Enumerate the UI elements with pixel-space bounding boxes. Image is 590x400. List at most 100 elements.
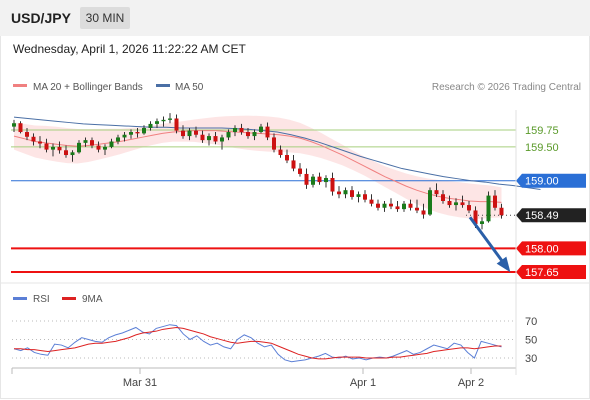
ma20-legend-label: MA 20 + Bollinger Bands xyxy=(33,82,143,93)
candle-body xyxy=(148,123,153,128)
candle-body xyxy=(265,126,270,138)
candle-body xyxy=(460,202,465,206)
level-tag-158.00 xyxy=(516,241,586,256)
candle-body xyxy=(434,190,439,195)
candle-body xyxy=(239,127,244,133)
x-tick-label: Mar 31 xyxy=(123,377,157,389)
candle-body xyxy=(77,142,81,153)
candles xyxy=(12,113,504,230)
candle-body xyxy=(447,201,452,206)
candle-body xyxy=(402,203,406,210)
level-label-159.75: 159.75 xyxy=(525,125,559,137)
candle-body xyxy=(350,190,354,197)
candle-body xyxy=(161,119,166,122)
key-levels xyxy=(11,129,516,273)
candle-body xyxy=(31,136,36,142)
level-labels: 159.75 159.50 159.00 158.49 158.00 157.65 xyxy=(516,125,586,279)
bollinger-band-area xyxy=(14,115,502,219)
candle-body xyxy=(194,130,198,135)
level-tag-157.65 xyxy=(516,265,586,279)
candle-body xyxy=(272,137,276,150)
candle-body xyxy=(486,195,491,222)
candle-body xyxy=(122,134,127,138)
rsi-ma-line xyxy=(14,326,502,360)
candle-body xyxy=(96,145,101,150)
x-tick-label: Apr 1 xyxy=(350,377,376,389)
candle-body xyxy=(44,143,49,150)
candle-body xyxy=(142,127,146,134)
instrument-title: USD/JPY xyxy=(11,10,71,26)
candle-body xyxy=(200,134,205,141)
candle-body xyxy=(291,160,296,169)
timeframe-button[interactable]: 30 MIN xyxy=(80,7,130,29)
ma20-legend-swatch xyxy=(13,84,27,87)
ma50-line xyxy=(13,116,541,190)
level-label-157.65: 157.65 xyxy=(525,267,559,279)
candle-body xyxy=(499,207,504,216)
rsi-ma-legend-swatch xyxy=(62,297,76,300)
candle-body xyxy=(25,132,29,137)
candle-body xyxy=(207,136,211,141)
candle-body xyxy=(493,195,497,208)
candle-body xyxy=(330,178,335,192)
candle-body xyxy=(252,132,257,137)
candle-body xyxy=(408,203,413,208)
candle-body xyxy=(376,203,380,208)
level-label-159.00: 159.00 xyxy=(525,176,559,188)
candle-body xyxy=(304,173,309,185)
candle-body xyxy=(337,191,341,195)
candle-body xyxy=(174,118,179,131)
candle-body xyxy=(129,132,133,135)
candle-body xyxy=(324,178,328,183)
candle-body xyxy=(57,146,62,151)
rsi-ma-legend-label: 9MA xyxy=(82,294,103,305)
ma20-line xyxy=(13,130,502,203)
rsi-grid: 70 50 30 xyxy=(12,316,537,365)
rsi-legend-swatch xyxy=(13,297,27,300)
candle-body xyxy=(213,136,218,142)
candle-body xyxy=(356,194,361,197)
candle-body xyxy=(233,127,237,133)
candle-body xyxy=(421,210,426,215)
rsi-lines xyxy=(13,324,502,363)
candle-body xyxy=(311,176,315,185)
candle-body xyxy=(395,206,400,210)
rsi-tick-label-70: 70 xyxy=(525,316,537,328)
candle-body xyxy=(226,132,231,138)
candle-body xyxy=(116,137,120,142)
candle-body xyxy=(454,202,458,206)
x-tick-label: Apr 2 xyxy=(458,377,484,389)
candle-body xyxy=(12,123,16,127)
candle-body xyxy=(103,146,107,150)
candle-body xyxy=(70,152,75,156)
rsi-tick-label-50: 50 xyxy=(525,335,537,347)
ma50-legend-label: MA 50 xyxy=(175,82,204,93)
candle-body xyxy=(467,205,471,211)
level-tag-158.49 xyxy=(516,208,586,223)
ma50-legend-swatch xyxy=(156,84,170,87)
candle-body xyxy=(90,140,94,146)
forecast-arrow xyxy=(468,216,511,273)
candle-body xyxy=(415,207,419,211)
candle-body xyxy=(363,194,367,200)
candle-body xyxy=(168,118,172,120)
candle-body xyxy=(382,203,387,208)
candle-body xyxy=(51,146,55,150)
rsi-line xyxy=(13,324,502,363)
level-label-158.00: 158.00 xyxy=(525,243,559,255)
level-label-159.50: 159.50 xyxy=(525,142,559,154)
rsi-legend-label: RSI xyxy=(33,294,50,305)
candle-body xyxy=(246,132,250,137)
moving-averages xyxy=(13,116,541,203)
candle-body xyxy=(428,190,432,215)
candle-body xyxy=(83,140,88,143)
rsi-tick-label-30: 30 xyxy=(525,353,537,365)
candle-body xyxy=(343,190,348,195)
forecast-arrow-head xyxy=(496,256,511,273)
level-tag-159.00 xyxy=(516,173,586,188)
candle-body xyxy=(480,221,484,224)
credit-label: Research © 2026 Trading Central xyxy=(432,82,581,93)
candle-body xyxy=(187,130,192,137)
candle-body xyxy=(18,123,23,133)
